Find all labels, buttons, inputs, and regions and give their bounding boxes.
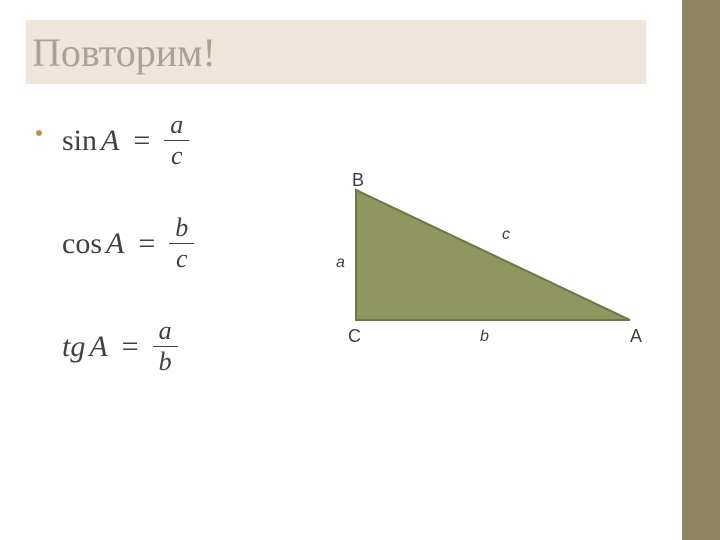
- formula-sin: sinA = a c: [62, 112, 322, 169]
- side-c-label: c: [502, 226, 510, 244]
- right-accent-stripe: [682, 0, 720, 540]
- triangle-diagram: B C A a b c: [330, 170, 670, 380]
- equals-sign: =: [122, 330, 139, 364]
- fraction: a c: [164, 112, 189, 169]
- denominator: c: [170, 246, 194, 272]
- denominator: c: [165, 143, 189, 169]
- fn-label: tg: [62, 330, 85, 363]
- fn-arg: A: [106, 227, 124, 260]
- equals-sign: =: [138, 227, 155, 261]
- fn-arg: A: [89, 330, 107, 363]
- formula-list: sinA = a c cosA = b c tgA = a b: [62, 112, 322, 421]
- denominator: b: [153, 349, 178, 375]
- fraction: b c: [169, 215, 194, 272]
- numerator: a: [164, 112, 189, 138]
- fraction: a b: [153, 318, 178, 375]
- slide-title: Повторим!: [26, 29, 216, 76]
- side-b-label: b: [480, 328, 489, 346]
- vertex-A-label: A: [630, 326, 642, 347]
- bullet-dot: [36, 130, 42, 136]
- equals-sign: =: [133, 124, 150, 158]
- vertex-B-label: B: [352, 170, 364, 191]
- numerator: a: [153, 318, 178, 344]
- side-a-label: a: [336, 254, 345, 272]
- fn-arg: A: [101, 124, 119, 157]
- fn-label: cos: [62, 227, 102, 260]
- triangle-svg: [330, 170, 670, 380]
- fn-label: sin: [62, 124, 97, 157]
- formula-cos: cosA = b c: [62, 215, 322, 272]
- title-band: Повторим!: [26, 20, 646, 84]
- formula-tg: tgA = a b: [62, 318, 322, 375]
- numerator: b: [169, 215, 194, 241]
- vertex-C-label: C: [348, 326, 361, 347]
